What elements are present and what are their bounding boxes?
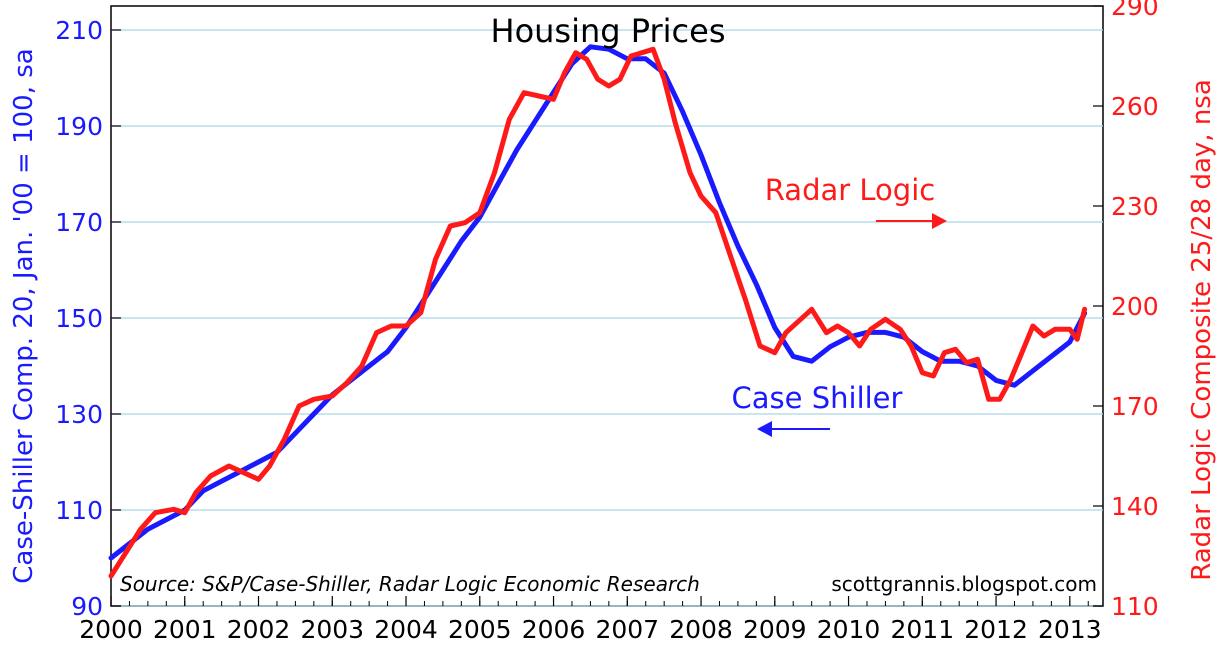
x-tick-label: 2010	[817, 615, 881, 644]
radar-logic-series-line	[108, 46, 1088, 579]
credit-note: scottgrannis.blogspot.com	[831, 572, 1097, 596]
left-tick-label: 170	[55, 208, 103, 237]
x-tick-label: 2002	[227, 615, 291, 644]
x-tick-label: 2012	[964, 615, 1028, 644]
case-shiller-label: Case Shiller	[732, 381, 903, 415]
x-tick-label: 2006	[522, 615, 586, 644]
radar-logic-arrow-icon	[876, 213, 947, 229]
x-tick-label: 2001	[153, 615, 217, 644]
x-tick-label: 2003	[300, 615, 364, 644]
left-tick-label: 190	[55, 112, 103, 141]
x-tick-label: 2000	[79, 615, 143, 644]
right-tick-label: 260	[1111, 92, 1159, 121]
x-tick-label: 2005	[448, 615, 512, 644]
right-axis-label: Radar Logic Composite 25/28 day, nsa	[1187, 79, 1217, 581]
x-tick-label: 2009	[743, 615, 807, 644]
chart-title: Housing Prices	[491, 12, 726, 50]
axis-layer: 90 110 130 150 170 190 210 110 140 170 200 230 260 29…	[55, 0, 1158, 644]
left-tick-label: 150	[55, 304, 103, 333]
radar-logic-label: Radar Logic	[765, 173, 935, 207]
right-tick-label: 200	[1111, 292, 1159, 321]
right-tick-label: 290	[1111, 0, 1159, 21]
right-tick-label: 110	[1111, 592, 1159, 621]
left-tick-label: 130	[55, 400, 103, 429]
plot-area	[110, 5, 1104, 607]
x-tick-label: 2008	[669, 615, 733, 644]
left-tick-label: 210	[55, 16, 103, 45]
case-shiller-arrow-icon	[757, 421, 830, 437]
x-tick-label: 2011	[890, 615, 954, 644]
left-tick-label: 90	[71, 592, 103, 621]
right-tick-label: 230	[1111, 192, 1159, 221]
x-tick-label: 2013	[1038, 615, 1102, 644]
left-tick-label: 110	[55, 496, 103, 525]
right-tick-label: 170	[1111, 392, 1159, 421]
left-axis-label: Case-Shiller Comp. 20, Jan. '00 = 100, s…	[9, 48, 39, 583]
x-tick-label: 2004	[374, 615, 438, 644]
right-tick-label: 140	[1111, 492, 1159, 521]
series-layer	[108, 44, 1088, 579]
source-note: Source: S&P/Case-Shiller, Radar Logic Ec…	[120, 572, 700, 596]
x-tick-label: 2007	[595, 615, 659, 644]
grid-lines	[111, 29, 1103, 607]
